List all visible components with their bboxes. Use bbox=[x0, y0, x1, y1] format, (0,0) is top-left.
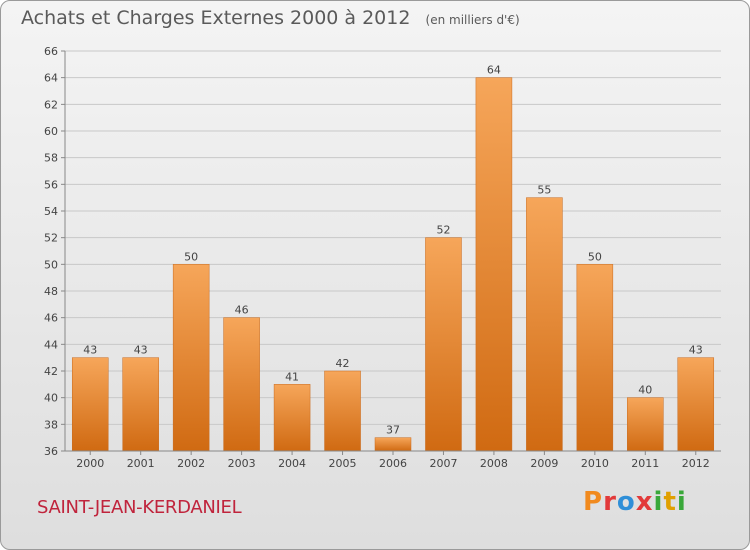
proxiti-logo: Proxiti bbox=[583, 487, 687, 517]
bar-value-label: 64 bbox=[487, 64, 501, 77]
y-tick-label: 60 bbox=[44, 125, 58, 138]
bar-value-label: 43 bbox=[689, 344, 703, 357]
logo-letter: P bbox=[583, 487, 604, 517]
bar-2008 bbox=[475, 77, 513, 452]
y-tick-label: 54 bbox=[44, 205, 58, 218]
bar-value-label: 50 bbox=[184, 250, 198, 263]
y-tick-label: 52 bbox=[44, 232, 58, 245]
bar-value-label: 46 bbox=[235, 304, 249, 317]
bar-value-label: 40 bbox=[638, 384, 652, 397]
x-tick-label: 2009 bbox=[530, 457, 558, 470]
bar-2004 bbox=[273, 384, 311, 452]
x-tick-label: 2001 bbox=[127, 457, 155, 470]
bar-value-label: 52 bbox=[436, 224, 450, 237]
bar-2009 bbox=[526, 197, 563, 452]
x-tick-label: 2006 bbox=[379, 457, 407, 470]
x-tick-label: 2005 bbox=[329, 457, 357, 470]
y-tick-label: 44 bbox=[44, 338, 58, 351]
x-tick-label: 2003 bbox=[228, 457, 256, 470]
bar-value-label: 43 bbox=[134, 344, 148, 357]
bar-2007 bbox=[425, 237, 462, 452]
bar-2012 bbox=[677, 357, 715, 452]
y-tick-label: 58 bbox=[44, 152, 58, 165]
x-tick-label: 2012 bbox=[682, 457, 710, 470]
y-tick-label: 64 bbox=[44, 72, 58, 85]
x-tick-label: 2000 bbox=[76, 457, 104, 470]
bars: 43 43 50 46 41 42 37 52 64 55 50 40 43 bbox=[71, 64, 715, 452]
y-tick-label: 38 bbox=[44, 418, 58, 431]
x-tick-label: 2011 bbox=[631, 457, 659, 470]
y-axis-ticks: 36 38 40 42 44 46 48 50 52 54 56 58 60 62 64 66 bbox=[44, 45, 66, 458]
x-tick-label: 2002 bbox=[177, 457, 205, 470]
bar-value-label: 41 bbox=[285, 370, 299, 383]
bar-value-label: 37 bbox=[386, 424, 400, 437]
y-tick-label: 40 bbox=[44, 392, 58, 405]
x-tick-label: 2010 bbox=[581, 457, 609, 470]
bar-2001 bbox=[122, 357, 159, 452]
bar-value-label: 42 bbox=[336, 357, 350, 370]
logo-letter: t bbox=[663, 487, 677, 517]
chart-title-text: Achats et Charges Externes 2000 à 2012 bbox=[21, 7, 411, 29]
bar-2005 bbox=[324, 370, 361, 452]
bar-2000 bbox=[71, 357, 109, 452]
y-tick-label: 42 bbox=[44, 365, 58, 378]
chart-unit: (en milliers d'€) bbox=[425, 13, 520, 27]
bar-value-label: 50 bbox=[588, 250, 602, 263]
location-name: SAINT-JEAN-KERDANIEL bbox=[37, 497, 242, 518]
logo-letter: r bbox=[603, 487, 617, 517]
logo-letter: x bbox=[635, 487, 654, 517]
y-tick-label: 50 bbox=[44, 258, 58, 271]
bar-2002 bbox=[172, 264, 210, 452]
bar-2010 bbox=[576, 264, 614, 452]
y-tick-label: 56 bbox=[44, 178, 58, 191]
logo-letter: o bbox=[616, 487, 636, 517]
bar-2003 bbox=[223, 317, 260, 452]
x-axis-ticks: 2000 2001 2002 2003 2004 2005 2006 2007 2008 2009… bbox=[65, 450, 721, 470]
logo-letter: i bbox=[653, 487, 664, 517]
y-tick-label: 36 bbox=[44, 445, 58, 458]
grid-lines bbox=[65, 50, 721, 452]
y-tick-label: 62 bbox=[44, 98, 58, 111]
bar-value-label: 43 bbox=[83, 344, 97, 357]
x-tick-label: 2004 bbox=[278, 457, 306, 470]
x-tick-label: 2008 bbox=[480, 457, 508, 470]
x-tick-label: 2007 bbox=[429, 457, 457, 470]
bar-2006 bbox=[374, 437, 412, 452]
logo-letter: i bbox=[676, 487, 687, 517]
y-tick-label: 66 bbox=[44, 45, 58, 58]
bar-value-label: 55 bbox=[537, 184, 551, 197]
y-tick-label: 48 bbox=[44, 285, 58, 298]
chart-title: Achats et Charges Externes 2000 à 2012 (… bbox=[21, 7, 520, 29]
bar-2011 bbox=[627, 397, 664, 452]
y-tick-label: 46 bbox=[44, 312, 58, 325]
